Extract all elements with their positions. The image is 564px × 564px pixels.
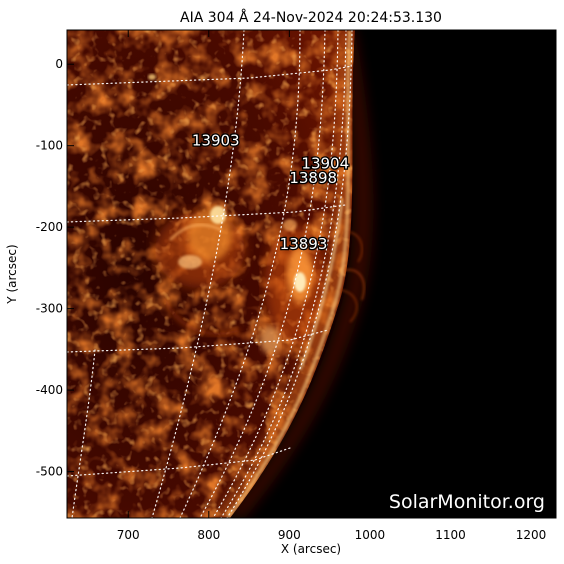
plot-frame xyxy=(66,29,557,519)
longitude-line xyxy=(199,30,326,518)
x-axis: 700 800 900 1000 1100 1200 xyxy=(117,30,547,542)
x-tick-label: 900 xyxy=(278,528,301,542)
y-tick-label: -400 xyxy=(36,383,63,397)
y-axis: 0 -100 -200 -300 -400 -500 xyxy=(36,57,556,479)
x-tick-label: 1000 xyxy=(355,528,386,542)
region-label-13893: 13893 xyxy=(280,235,328,253)
watermark: SolarMonitor.org xyxy=(389,491,545,513)
heliographic-grid xyxy=(67,30,353,518)
y-tick-label: 0 xyxy=(55,57,63,71)
region-label-13903: 13903 xyxy=(192,132,240,150)
y-tick-label: -200 xyxy=(36,220,63,234)
longitude-line xyxy=(212,30,339,518)
off-limb-loops xyxy=(339,231,365,323)
x-axis-label: X (arcsec) xyxy=(281,542,341,556)
y-tick-label: -500 xyxy=(36,465,63,479)
latitude-line xyxy=(67,329,329,353)
y-axis-label: Y (arcsec) xyxy=(5,244,19,304)
image-title: AIA 304 Å 24-Nov-2024 20:24:53.130 xyxy=(180,9,442,26)
longitude-line xyxy=(220,30,347,518)
y-tick-label: -100 xyxy=(36,139,63,153)
limb-brightening xyxy=(216,30,352,518)
longitude-line xyxy=(179,30,301,518)
x-tick-label: 1200 xyxy=(516,528,547,542)
x-tick-label: 800 xyxy=(197,528,220,542)
x-tick-label: 1100 xyxy=(435,528,466,542)
longitude-line xyxy=(71,349,96,518)
longitude-line xyxy=(226,30,353,518)
active-region-limb xyxy=(260,219,325,354)
region-label-13898: 13898 xyxy=(289,169,337,187)
region-label-13904: 13904 xyxy=(301,154,349,172)
y-tick-label: -300 xyxy=(36,302,63,316)
active-region-west xyxy=(155,206,245,336)
limb-corona xyxy=(225,30,374,518)
latitude-line xyxy=(67,447,291,477)
x-tick-label: 700 xyxy=(117,528,140,542)
